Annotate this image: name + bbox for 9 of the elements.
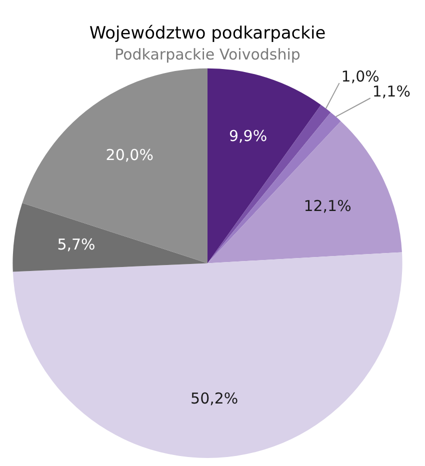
data-label: 9,9% xyxy=(228,126,268,145)
data-label: 12,1% xyxy=(304,197,352,216)
data-label: 20,0% xyxy=(106,146,154,164)
data-label: 1,0% xyxy=(341,67,380,86)
data-label: 50,2% xyxy=(190,389,238,408)
chart-title: Województwo podkarpackie xyxy=(89,24,326,44)
data-label: 1,1% xyxy=(372,82,410,101)
chart-subtitle: Podkarpackie Voivodship xyxy=(114,45,300,64)
data-label: 5,7% xyxy=(57,235,96,254)
